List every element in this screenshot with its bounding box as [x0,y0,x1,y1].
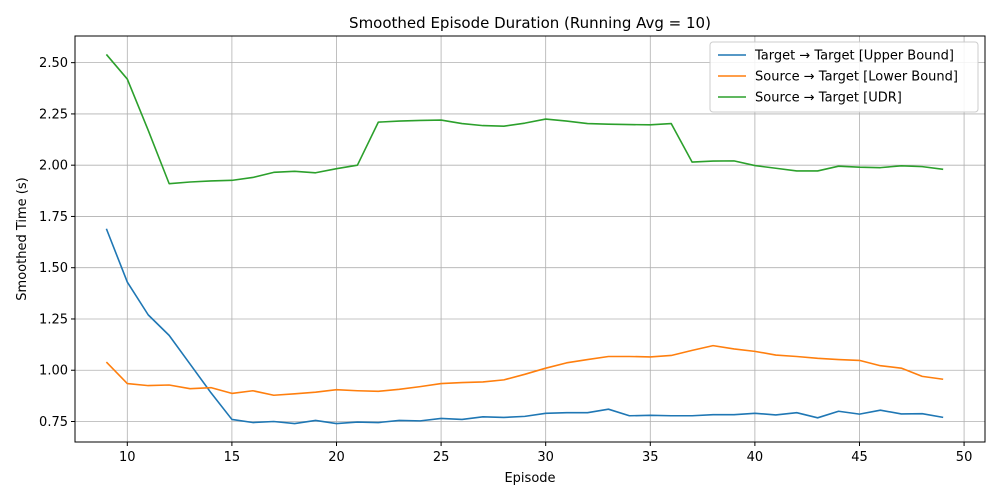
legend-box [709,41,979,113]
y-tick-label: 0.75 [39,415,68,430]
legend-label-2: Source → Target [Lower Bound] [755,70,958,85]
x-tick-label: 30 [537,450,554,465]
y-tick-label: 2.00 [39,159,68,174]
x-axis-title: Episode [504,471,555,486]
series-line-1 [105,228,944,425]
x-tick-label: 20 [328,450,345,465]
y-tick-label: 2.25 [39,107,68,122]
plot-area [74,35,986,443]
y-axis-title: Smoothed Time (s) [15,177,30,300]
series-lines [105,53,944,425]
y-axis-ticks: 0.75 1.00 1.25 1.50 1.75 2.00 2.25 2.50 [39,56,75,430]
legend: Target → Target [Upper Bound] Source → Ta… [709,41,979,113]
series-line-2 [105,344,944,397]
legend-label-1: Target → Target [Upper Bound] [754,49,954,64]
series-line-3 [105,53,944,185]
grid-lines [75,36,985,442]
y-tick-label: 1.50 [39,261,68,276]
x-tick-label: 35 [642,450,659,465]
x-tick-label: 40 [747,450,764,465]
chart-title: Smoothed Episode Duration (Running Avg =… [349,14,711,32]
x-tick-label: 45 [851,450,868,465]
x-axis-ticks: 10 15 20 25 30 35 40 45 50 [119,442,972,465]
x-tick-label: 15 [224,450,241,465]
y-tick-label: 1.75 [39,210,68,225]
x-tick-label: 25 [433,450,450,465]
x-tick-label: 10 [119,450,136,465]
legend-label-3: Source → Target [UDR] [755,91,902,106]
y-tick-label: 1.25 [39,312,68,327]
y-tick-label: 1.00 [39,364,68,379]
y-tick-label: 2.50 [39,56,68,71]
x-tick-label: 50 [956,450,973,465]
